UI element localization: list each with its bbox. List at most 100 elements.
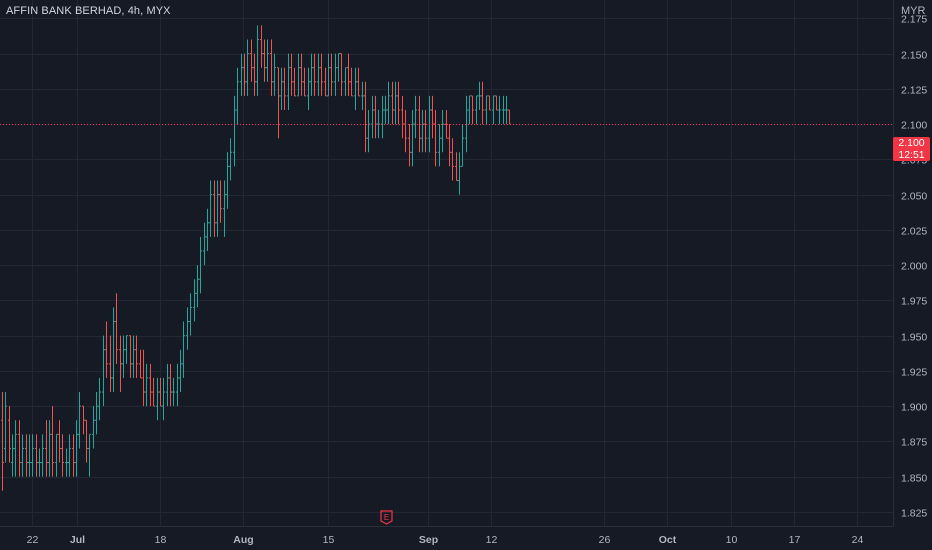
ohlc-bar — [35, 434, 38, 477]
grid-lines — [0, 0, 893, 526]
ohlc-bar — [431, 95, 434, 139]
ohlc-bar — [48, 420, 51, 477]
y-tick-label: 1.875 — [901, 437, 927, 449]
ohlc-bar — [139, 349, 142, 379]
price-axis[interactable]: 2.1752.1502.1252.1002.0752.0502.0252.000… — [893, 0, 928, 526]
ohlc-bar — [65, 448, 68, 477]
ohlc-bar — [273, 53, 276, 96]
ohlc-bar — [270, 39, 273, 96]
ohlc-bar — [307, 67, 310, 110]
ohlc-bar — [485, 95, 488, 125]
ohlc-bar — [451, 138, 454, 181]
ohlc-bar — [290, 53, 293, 96]
ohlc-bar — [293, 67, 296, 97]
ohlc-bar — [283, 67, 286, 110]
symbol-title: AFFIN BANK BERHAD, 4h, MYX — [6, 5, 171, 17]
ohlc-bar — [458, 152, 461, 195]
ohlc-bar — [300, 53, 303, 96]
ohlc-bar — [8, 406, 11, 463]
currency-label[interactable]: MYR — [901, 5, 926, 17]
x-tick-label: 18 — [155, 534, 167, 546]
x-tick-label: 17 — [789, 534, 801, 546]
ohlc-bar — [421, 109, 424, 153]
ohlc-bar — [408, 124, 411, 167]
y-tick-label: 1.850 — [901, 473, 927, 485]
earnings-icon[interactable]: E — [380, 510, 393, 525]
x-tick-label: Aug — [233, 534, 253, 546]
ohlc-bar — [357, 67, 360, 97]
ohlc-bar — [135, 335, 138, 378]
ohlc-bar — [18, 420, 21, 477]
ohlc-bar — [475, 95, 478, 125]
ohlc-bar — [4, 392, 7, 463]
ohlc-bar — [465, 95, 468, 153]
price-bars — [1, 25, 511, 491]
time-axis[interactable]: 22 Jul 18 Aug 15 Sep 12 26 Oct 10 17 24 — [0, 526, 893, 547]
ohlc-bar — [189, 293, 192, 336]
y-tick-label: 1.825 — [901, 508, 927, 520]
ohlc-bar — [149, 363, 152, 407]
ohlc-bar — [277, 67, 280, 139]
ohlc-bar — [213, 180, 216, 237]
ohlc-bar — [347, 53, 350, 96]
ohlc-bar — [350, 67, 353, 97]
ohlc-bar — [206, 208, 209, 252]
ohlc-bar — [303, 67, 306, 97]
ohlc-bar — [115, 293, 118, 364]
ohlc-bar — [98, 377, 101, 421]
ohlc-bar — [223, 180, 226, 237]
ohlc-bar — [418, 95, 421, 153]
ohlc-bar — [145, 363, 148, 407]
ohlc-bar — [502, 95, 505, 125]
ohlc-bar — [186, 307, 189, 350]
ohlc-bar — [82, 405, 85, 435]
ohlc-bar — [11, 434, 14, 477]
ohlc-bar — [179, 349, 182, 393]
ohlc-bar — [142, 349, 145, 407]
ohlc-bar — [152, 377, 155, 407]
earnings-marker-label: E — [384, 513, 389, 522]
ohlc-bar — [233, 95, 236, 167]
ohlc-bar — [280, 67, 283, 110]
ohlc-bar — [58, 420, 61, 463]
ohlc-bar — [243, 53, 246, 96]
ohlc-bar — [169, 363, 172, 407]
y-tick-label: 1.975 — [901, 296, 927, 308]
ohlc-bar — [216, 180, 219, 237]
ohlc-bar — [387, 81, 390, 125]
ohlc-bar — [414, 95, 417, 139]
ohlc-bar — [166, 363, 169, 407]
ohlc-bar — [340, 53, 343, 96]
ohlc-bar — [31, 434, 34, 477]
ohlc-bar — [438, 124, 441, 167]
ohlc-bar — [132, 335, 135, 378]
ohlc-bar — [203, 222, 206, 266]
ohlc-bar — [129, 335, 132, 378]
ohlc-bar — [441, 109, 444, 153]
ohlc-bar — [159, 377, 162, 407]
ohlc-bar — [478, 81, 481, 110]
ohlc-bar — [105, 321, 108, 378]
ohlc-bar — [246, 39, 249, 96]
ohlc-bar — [397, 81, 400, 125]
x-tick-label: 22 — [27, 534, 39, 546]
x-tick-label: 26 — [599, 534, 611, 546]
ohlc-bar — [481, 81, 484, 125]
ohlc-bar — [68, 434, 71, 477]
ohlc-bar — [1, 392, 4, 491]
ohlc-bar — [287, 53, 290, 110]
ohlc-bar — [51, 406, 54, 477]
ohlc-bar — [112, 307, 115, 393]
ohlc-bar — [78, 392, 81, 449]
ohlc-bar — [125, 335, 128, 364]
ohlc-bar — [434, 109, 437, 167]
y-tick-label: 2.150 — [901, 50, 927, 62]
ohlc-bar — [25, 434, 28, 477]
y-tick-label: 2.175 — [901, 14, 927, 26]
ohlc-bar — [229, 138, 232, 181]
ohlc-bar — [337, 53, 340, 82]
ohlc-bar — [344, 67, 347, 96]
ohlc-bar — [330, 53, 333, 96]
